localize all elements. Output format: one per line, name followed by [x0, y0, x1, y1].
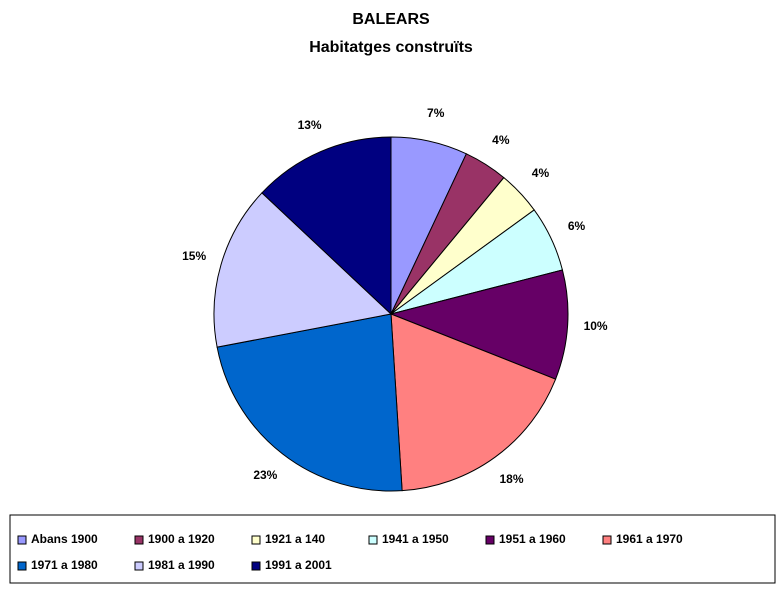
chart-title: BALEARS — [352, 11, 430, 28]
legend-label: 1971 a 1980 — [31, 558, 98, 572]
legend-label: 1981 a 1990 — [148, 558, 215, 572]
data-label: 7% — [427, 106, 445, 120]
legend-label: 1900 a 1920 — [148, 532, 215, 546]
legend-swatch — [17, 561, 27, 571]
legend-swatch — [251, 561, 261, 571]
legend-swatch — [134, 535, 144, 545]
legend-swatch — [602, 535, 612, 545]
pie-slice — [261, 136, 392, 316]
legend-label: 1961 a 1970 — [616, 532, 683, 546]
legend-swatch — [251, 535, 261, 545]
chart-subtitle: Habitatges construïts — [309, 39, 473, 56]
data-label: 4% — [532, 166, 550, 180]
data-label: 10% — [584, 319, 608, 333]
legend-label: 1951 a 1960 — [499, 532, 566, 546]
data-label: 23% — [253, 468, 277, 482]
legend-swatch — [17, 535, 27, 545]
legend-swatch — [485, 535, 495, 545]
legend-label: Abans 1900 — [31, 532, 98, 546]
pie-slice — [216, 313, 403, 492]
legend-label: 1941 a 1950 — [382, 532, 449, 546]
legend-swatch — [368, 535, 378, 545]
data-label: 13% — [298, 118, 322, 132]
data-label: 18% — [499, 472, 523, 486]
data-label: 6% — [568, 219, 586, 233]
data-label: 15% — [182, 249, 206, 263]
pie-slice — [213, 192, 393, 348]
legend-label: 1921 a 140 — [265, 532, 325, 546]
data-label: 4% — [492, 133, 510, 147]
pie-slice — [390, 313, 557, 492]
pie-slice — [389, 269, 569, 380]
legend-swatch — [134, 561, 144, 571]
legend-box — [9, 514, 776, 584]
legend-label: 1991 a 2001 — [265, 558, 332, 572]
